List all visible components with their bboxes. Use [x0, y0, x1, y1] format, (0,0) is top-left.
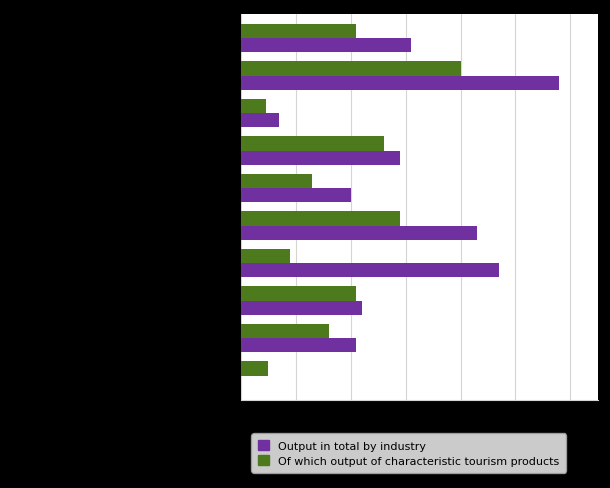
Bar	[241, 114, 279, 128]
Bar	[241, 301, 362, 315]
Bar	[241, 362, 268, 376]
Bar	[241, 39, 411, 53]
Legend: Output in total by industry, Of which output of characteristic tourism products: Output in total by industry, Of which ou…	[251, 433, 566, 473]
Bar	[241, 264, 499, 278]
Bar	[241, 25, 356, 39]
Bar	[241, 137, 384, 151]
Bar	[241, 212, 400, 226]
Bar	[241, 287, 356, 301]
Bar	[241, 338, 356, 353]
Bar	[241, 189, 351, 203]
Bar	[241, 324, 329, 338]
Bar	[241, 249, 290, 264]
Bar	[241, 151, 400, 165]
Bar	[241, 175, 312, 189]
Bar	[241, 77, 559, 91]
Bar	[241, 100, 266, 114]
Bar	[241, 226, 477, 240]
Bar	[241, 62, 461, 77]
